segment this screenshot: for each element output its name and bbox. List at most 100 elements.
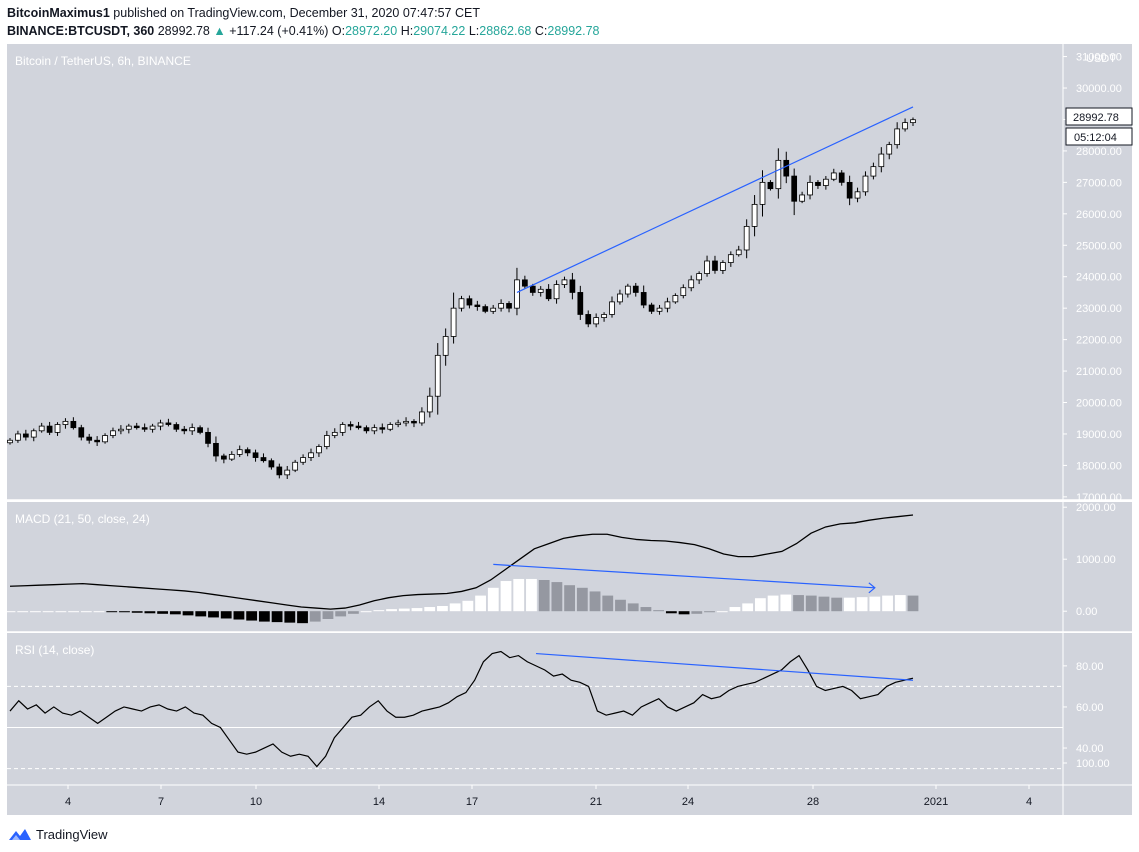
candle[interactable] (648, 302, 655, 314)
candle[interactable] (894, 122, 901, 149)
candle[interactable] (680, 284, 687, 299)
rsi-pane[interactable] (7, 650, 1063, 770)
candle[interactable] (62, 418, 69, 429)
candle[interactable] (22, 429, 29, 441)
candle[interactable] (284, 465, 291, 479)
candle[interactable] (537, 286, 544, 297)
candle[interactable] (783, 151, 790, 184)
candle[interactable] (355, 421, 362, 430)
candle[interactable] (830, 168, 837, 182)
candle[interactable] (331, 428, 338, 439)
candle[interactable] (791, 168, 798, 216)
price-pane[interactable] (7, 106, 916, 479)
candle[interactable] (640, 285, 647, 309)
candle[interactable] (878, 147, 885, 173)
candle[interactable] (244, 447, 251, 457)
candle[interactable] (379, 423, 386, 434)
candle[interactable] (450, 292, 457, 344)
candle[interactable] (846, 175, 853, 206)
candle[interactable] (854, 187, 861, 203)
candle[interactable] (767, 180, 774, 191)
candle[interactable] (252, 449, 259, 462)
candle[interactable] (125, 423, 132, 434)
candle[interactable] (308, 448, 314, 461)
candle[interactable] (165, 418, 172, 427)
candle[interactable] (815, 180, 821, 189)
candle[interactable] (46, 421, 53, 436)
candle[interactable] (347, 421, 354, 431)
candle[interactable] (339, 422, 346, 436)
candle[interactable] (102, 433, 108, 444)
candle[interactable] (411, 419, 417, 428)
candle[interactable] (118, 425, 124, 435)
candle[interactable] (561, 276, 568, 288)
candle[interactable] (419, 407, 425, 426)
candle[interactable] (482, 304, 489, 314)
candle[interactable] (434, 343, 441, 415)
candle[interactable] (704, 255, 710, 277)
candle[interactable] (490, 304, 497, 314)
candle[interactable] (300, 454, 306, 465)
candle[interactable] (807, 175, 813, 200)
candle[interactable] (727, 251, 734, 267)
rsi-line[interactable] (9, 650, 914, 768)
macd-pane[interactable] (4, 514, 919, 624)
candle[interactable] (522, 275, 528, 289)
candle[interactable] (545, 284, 552, 302)
candle[interactable] (506, 301, 512, 313)
candle[interactable] (466, 295, 473, 309)
candle[interactable] (862, 171, 869, 196)
candle[interactable] (323, 430, 330, 450)
candle[interactable] (696, 271, 702, 285)
candle[interactable] (213, 436, 219, 462)
candle[interactable] (458, 295, 465, 312)
candle[interactable] (189, 423, 196, 435)
candle[interactable] (197, 425, 203, 435)
candle[interactable] (260, 453, 267, 463)
candle[interactable] (617, 289, 623, 305)
candle[interactable] (15, 430, 21, 443)
candle[interactable] (664, 297, 671, 313)
candle[interactable] (371, 424, 378, 435)
candle[interactable] (910, 117, 916, 127)
macd-trendline[interactable] (493, 563, 875, 589)
candle[interactable] (601, 312, 607, 322)
candle[interactable] (823, 176, 829, 190)
candle[interactable] (688, 275, 695, 292)
candle[interactable] (569, 272, 576, 300)
candle[interactable] (609, 296, 615, 318)
candle[interactable] (316, 444, 322, 457)
candle[interactable] (775, 148, 782, 199)
candle[interactable] (403, 417, 409, 427)
candle[interactable] (141, 423, 148, 432)
price-trendline[interactable] (516, 106, 914, 293)
candle[interactable] (577, 285, 584, 320)
candle[interactable] (30, 428, 37, 442)
candle[interactable] (236, 445, 243, 458)
candle[interactable] (529, 283, 536, 296)
footer-brand[interactable]: TradingView (36, 826, 108, 842)
candle[interactable] (173, 422, 180, 432)
candle[interactable] (157, 419, 164, 431)
tradingview-logo-icon[interactable] (8, 826, 32, 842)
candle[interactable] (632, 282, 639, 297)
candle[interactable] (838, 170, 845, 186)
candle[interactable] (292, 459, 299, 473)
candle[interactable] (498, 299, 504, 312)
candle[interactable] (751, 195, 758, 237)
candle[interactable] (133, 422, 140, 430)
candle[interactable] (886, 141, 893, 160)
candle[interactable] (743, 219, 750, 259)
candle[interactable] (7, 437, 13, 445)
candle[interactable] (221, 453, 227, 464)
author-name[interactable]: BitcoinMaximus1 (7, 6, 110, 20)
candle[interactable] (268, 458, 275, 470)
candle[interactable] (70, 417, 77, 430)
candle[interactable] (94, 436, 100, 446)
candle[interactable] (86, 433, 93, 444)
candle[interactable] (474, 300, 481, 311)
candle[interactable] (205, 427, 211, 448)
macd-line[interactable] (9, 514, 914, 610)
candle[interactable] (426, 387, 433, 418)
